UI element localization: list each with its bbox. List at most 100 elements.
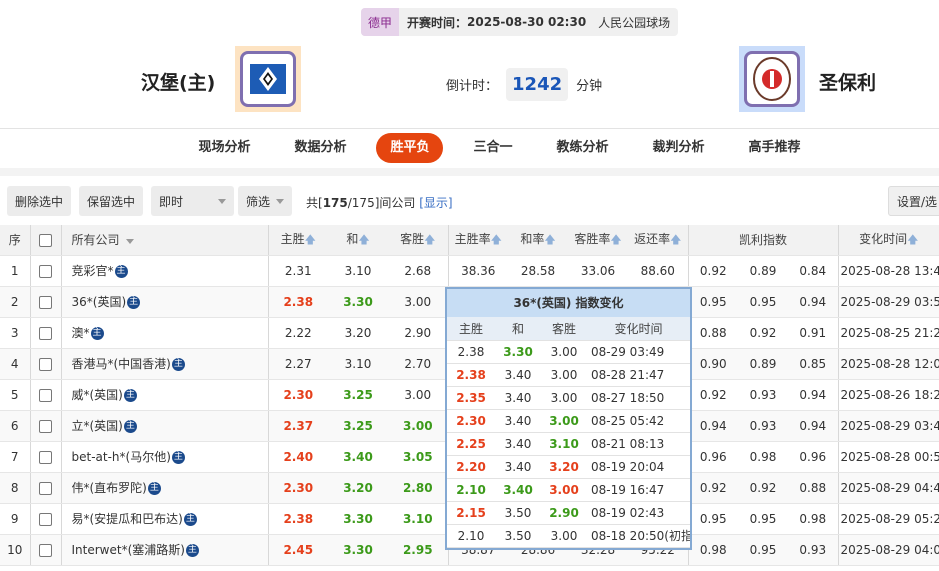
company-name[interactable]: 伟*(直布罗陀) [71, 481, 147, 495]
sort-away[interactable]: 客胜🡅 [388, 225, 448, 256]
row-checkbox[interactable] [39, 481, 52, 495]
odds-value[interactable]: 2.38 [267, 286, 328, 318]
company-cell[interactable]: Interwet*(塞浦路斯) 主 [60, 534, 268, 566]
company-name[interactable]: 竞彩官* [71, 264, 114, 278]
row-checkbox-cell[interactable] [29, 441, 61, 473]
col-company[interactable]: 所有公司 [60, 225, 268, 256]
home-team-logo[interactable] [235, 46, 301, 112]
odds-value[interactable]: 2.27 [267, 348, 328, 380]
row-checkbox-cell[interactable] [29, 348, 61, 380]
odds-value[interactable]: 2.80 [388, 472, 448, 504]
odds-value[interactable]: 3.20 [328, 472, 388, 504]
odds-value[interactable]: 3.25 [328, 410, 388, 442]
company-cell[interactable]: 立*(英国) 主 [60, 410, 268, 442]
sort-time[interactable]: 变化时间🡅 [837, 225, 939, 256]
odds-value[interactable]: 3.00 [388, 286, 448, 318]
company-name[interactable]: Interwet*(塞浦路斯) [71, 543, 185, 557]
company-cell[interactable]: 竞彩官* 主 [60, 255, 268, 287]
sort-away-rate[interactable]: 客胜率🡅 [568, 225, 628, 256]
sort-draw-rate[interactable]: 和率🡅 [508, 225, 568, 256]
home-team-name[interactable]: 汉堡(主) [141, 72, 216, 94]
keep-selected-button[interactable]: 保留选中 [79, 186, 144, 216]
odds-value[interactable]: 2.30 [267, 379, 328, 411]
tab-2[interactable]: 胜平负 [376, 133, 444, 163]
away-team-logo[interactable] [739, 46, 805, 112]
odds-value[interactable]: 3.00 [388, 410, 448, 442]
company-name[interactable]: bet-at-h*(马尔他) [71, 450, 171, 464]
row-checkbox-cell[interactable] [29, 379, 61, 411]
odds-value[interactable]: 2.37 [267, 410, 328, 442]
delete-selected-button[interactable]: 删除选中 [7, 186, 72, 216]
row-checkbox-cell[interactable] [29, 503, 61, 535]
company-name[interactable]: 立*(英国) [71, 419, 123, 433]
company-cell[interactable]: 36*(英国) 主 [60, 286, 268, 318]
tab-3[interactable]: 三合一 [473, 140, 513, 155]
mode-select[interactable]: 即时 [151, 186, 234, 216]
odds-value[interactable]: 2.70 [388, 348, 448, 380]
sort-home-rate[interactable]: 主胜率🡅 [447, 225, 508, 256]
odds-value[interactable]: 2.38 [267, 503, 328, 535]
row-checkbox[interactable] [39, 388, 52, 402]
league-badge[interactable]: 德甲 [361, 8, 400, 36]
tab-6[interactable]: 高手推荐 [748, 140, 801, 155]
odds-value[interactable]: 2.30 [267, 472, 328, 504]
row-checkbox[interactable] [39, 450, 52, 464]
odds-value[interactable]: 3.10 [328, 348, 388, 380]
odds-value[interactable]: 3.30 [328, 534, 388, 566]
row-checkbox-cell[interactable] [29, 255, 61, 287]
odds-value[interactable]: 3.25 [328, 379, 388, 411]
row-checkbox-cell[interactable] [29, 317, 61, 349]
company-cell[interactable]: bet-at-h*(马尔他) 主 [60, 441, 268, 473]
sort-draw[interactable]: 和🡅 [328, 225, 388, 256]
tab-1[interactable]: 数据分析 [294, 140, 347, 155]
odds-value[interactable]: 3.30 [328, 503, 388, 535]
company-name[interactable]: 36*(英国) [71, 295, 127, 309]
row-checkbox[interactable] [39, 295, 52, 309]
odds-value[interactable]: 2.68 [388, 255, 448, 287]
select-all-checkbox[interactable] [39, 233, 52, 247]
row-checkbox[interactable] [39, 512, 52, 526]
row-checkbox-cell[interactable] [29, 534, 61, 566]
company-name[interactable]: 威*(英国) [71, 388, 123, 402]
tab-0[interactable]: 现场分析 [198, 140, 251, 155]
company-name[interactable]: 香港马*(中国香港) [71, 357, 171, 371]
row-checkbox[interactable] [39, 326, 52, 340]
table-row[interactable]: 7 bet-at-h*(马尔他) 主 2.40 3.40 3.05 0.96 0.98 0.9… [0, 441, 939, 473]
company-name[interactable]: 易*(安提瓜和巴布达) [71, 512, 183, 526]
col-select-all[interactable] [29, 225, 61, 256]
odds-value[interactable]: 2.31 [267, 255, 328, 287]
show-link[interactable]: [显示] [419, 196, 453, 210]
row-checkbox[interactable] [39, 357, 52, 371]
odds-value[interactable]: 3.05 [388, 441, 448, 473]
odds-value[interactable]: 3.10 [388, 503, 448, 535]
company-cell[interactable]: 易*(安提瓜和巴布达) 主 [60, 503, 268, 535]
odds-value[interactable]: 3.30 [328, 286, 388, 318]
odds-value[interactable]: 2.95 [388, 534, 448, 566]
odds-value[interactable]: 2.22 [267, 317, 328, 349]
company-name[interactable]: 澳* [71, 326, 90, 340]
odds-value[interactable]: 3.20 [328, 317, 388, 349]
filter-button[interactable]: 筛选 [238, 186, 293, 216]
odds-value[interactable]: 3.40 [328, 441, 388, 473]
sort-home[interactable]: 主胜🡅 [267, 225, 328, 256]
odds-value[interactable]: 2.90 [388, 317, 448, 349]
odds-value[interactable]: 3.00 [388, 379, 448, 411]
company-cell[interactable]: 伟*(直布罗陀) 主 [60, 472, 268, 504]
row-checkbox[interactable] [39, 543, 52, 557]
settings-button[interactable]: 设置/选 [888, 186, 939, 216]
row-checkbox[interactable] [39, 419, 52, 433]
table-row[interactable]: 1 竞彩官* 主 2.31 3.10 2.68 38.36 28.58 33.06 88.60 0… [0, 255, 939, 287]
tab-5[interactable]: 裁判分析 [652, 140, 705, 155]
odds-value[interactable]: 3.10 [328, 255, 388, 287]
company-cell[interactable]: 威*(英国) 主 [60, 379, 268, 411]
tab-4[interactable]: 教练分析 [556, 140, 609, 155]
row-checkbox[interactable] [39, 264, 52, 278]
row-checkbox-cell[interactable] [29, 286, 61, 318]
away-team-name[interactable]: 圣保利 [819, 72, 877, 94]
table-row[interactable]: 5 威*(英国) 主 2.30 3.25 3.00 0.92 0.93 0.94 2025-08… [0, 379, 939, 411]
row-checkbox-cell[interactable] [29, 410, 61, 442]
sort-return-rate[interactable]: 返还率🡅 [628, 225, 688, 256]
odds-value[interactable]: 2.40 [267, 441, 328, 473]
row-checkbox-cell[interactable] [29, 472, 61, 504]
company-cell[interactable]: 香港马*(中国香港) 主 [60, 348, 268, 380]
